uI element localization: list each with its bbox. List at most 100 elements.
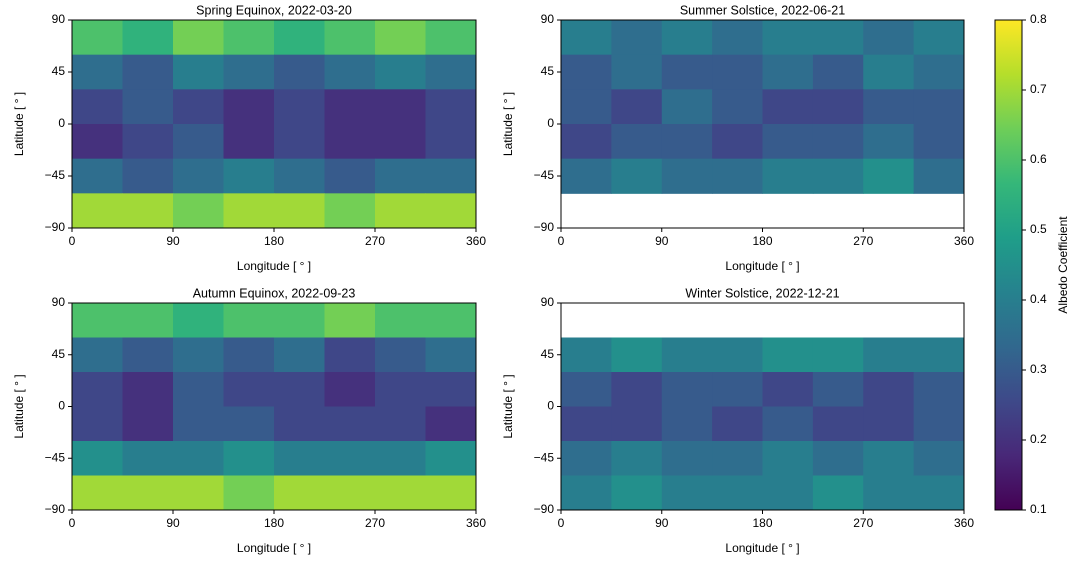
heatmap-cell: [274, 193, 325, 229]
heatmap-cell: [223, 337, 275, 373]
heatmap-cell: [324, 54, 376, 90]
y-tick-label: −45: [534, 450, 555, 464]
y-tick-label: 45: [52, 347, 66, 361]
heatmap-cell: [425, 406, 477, 442]
heatmap-cell: [712, 124, 763, 160]
heatmap-cell: [375, 372, 426, 407]
y-tick-label: −45: [45, 450, 66, 464]
heatmap-cell: [561, 124, 612, 160]
x-tick-label: 90: [655, 516, 669, 530]
heatmap-cell: [863, 372, 915, 407]
colorbar-tick-label: 0.2: [1030, 432, 1047, 446]
heatmap-cell: [812, 337, 864, 373]
heatmap-cell: [122, 372, 174, 407]
chart-title: Spring Equinox, 2022-03-20: [196, 3, 352, 17]
heatmap-cell: [863, 475, 915, 511]
heatmap-cell: [611, 158, 663, 194]
chart-title: Autumn Equinox, 2022-09-23: [193, 286, 356, 300]
heatmap-cell: [324, 303, 376, 338]
heatmap-cell: [324, 441, 376, 476]
heatmap-cell: [812, 54, 864, 90]
heatmap-cell: [661, 54, 713, 90]
heatmap-cell: [611, 441, 663, 476]
heatmap-cell: [712, 372, 763, 407]
heatmap-cell: [173, 406, 224, 442]
heatmap-cell: [173, 303, 224, 338]
heatmap-cell: [223, 303, 275, 338]
heatmap-cell: [561, 406, 612, 442]
y-tick-label: −90: [45, 502, 66, 516]
heatmap-cell: [425, 20, 477, 56]
heatmap-cell: [274, 475, 325, 511]
heatmap-cell: [72, 54, 123, 90]
heatmap-cell: [375, 20, 426, 56]
heatmap-cell: [661, 406, 713, 442]
x-tick-label: 0: [69, 516, 76, 530]
y-tick-label: 90: [52, 295, 66, 309]
heatmap-cell: [223, 193, 275, 229]
heatmap-cell: [173, 54, 224, 90]
heatmap-cell: [324, 20, 376, 56]
y-axis-label: Latitude [ ° ]: [501, 92, 515, 156]
heatmap-cell: [913, 124, 965, 160]
heatmap-cell: [561, 54, 612, 90]
x-tick-label: 180: [752, 516, 772, 530]
y-tick-label: 0: [547, 116, 554, 130]
x-tick-label: 180: [752, 234, 772, 248]
heatmap-cell: [863, 89, 915, 125]
heatmap-cell: [913, 406, 965, 442]
y-tick-label: 90: [52, 12, 66, 26]
heatmap-cell: [812, 89, 864, 125]
heatmap-cell: [863, 20, 915, 56]
heatmap-cell: [72, 303, 123, 338]
y-axis-label: Latitude [ ° ]: [12, 374, 26, 438]
heatmap-cell: [122, 475, 174, 511]
heatmap-cell: [812, 20, 864, 56]
heatmap-cell: [425, 124, 477, 160]
heatmap-cell: [561, 158, 612, 194]
heatmap-cell: [274, 89, 325, 125]
heatmap-cell: [863, 406, 915, 442]
heatmap-cell: [375, 124, 426, 160]
heatmap-cell: [324, 158, 376, 194]
x-tick-label: 270: [365, 234, 385, 248]
heatmap-cell: [762, 372, 814, 407]
heatmap-cell: [324, 124, 376, 160]
heatmap-cell: [72, 406, 123, 442]
heatmap-cell: [173, 89, 224, 125]
heatmap-cell: [173, 337, 224, 373]
heatmap-cell: [561, 337, 612, 373]
x-axis-label: Longitude [ ° ]: [725, 259, 799, 273]
x-axis-label: Longitude [ ° ]: [725, 541, 799, 555]
heatmap-cell: [223, 54, 275, 90]
heatmap-cell: [762, 89, 814, 125]
heatmap-cell: [122, 54, 174, 90]
heatmap-cell: [375, 337, 426, 373]
x-tick-label: 180: [264, 516, 284, 530]
heatmap-cell: [762, 441, 814, 476]
heatmap-cell: [223, 372, 275, 407]
colorbar-tick-label: 0.6: [1030, 152, 1047, 166]
heatmap-cell: [324, 89, 376, 125]
y-tick-label: 0: [58, 399, 65, 413]
heatmap-cell: [122, 20, 174, 56]
heatmap-cell: [223, 158, 275, 194]
y-tick-label: 45: [541, 347, 555, 361]
x-tick-label: 90: [166, 516, 180, 530]
y-tick-label: 90: [541, 12, 555, 26]
y-tick-label: 0: [58, 116, 65, 130]
x-axis-label: Longitude [ ° ]: [237, 259, 311, 273]
x-tick-label: 360: [954, 516, 974, 530]
x-tick-label: 360: [466, 516, 486, 530]
heatmap-cell: [712, 475, 763, 511]
y-tick-label: −90: [45, 220, 66, 234]
heatmap-cell: [274, 372, 325, 407]
heatmap-cell: [425, 441, 477, 476]
y-tick-label: −45: [534, 168, 555, 182]
colorbar-label: Albedo Coefficient: [1056, 216, 1070, 314]
x-tick-label: 0: [558, 516, 565, 530]
x-tick-label: 270: [853, 234, 873, 248]
heatmap-cell: [324, 337, 376, 373]
heatmap-cell: [812, 372, 864, 407]
